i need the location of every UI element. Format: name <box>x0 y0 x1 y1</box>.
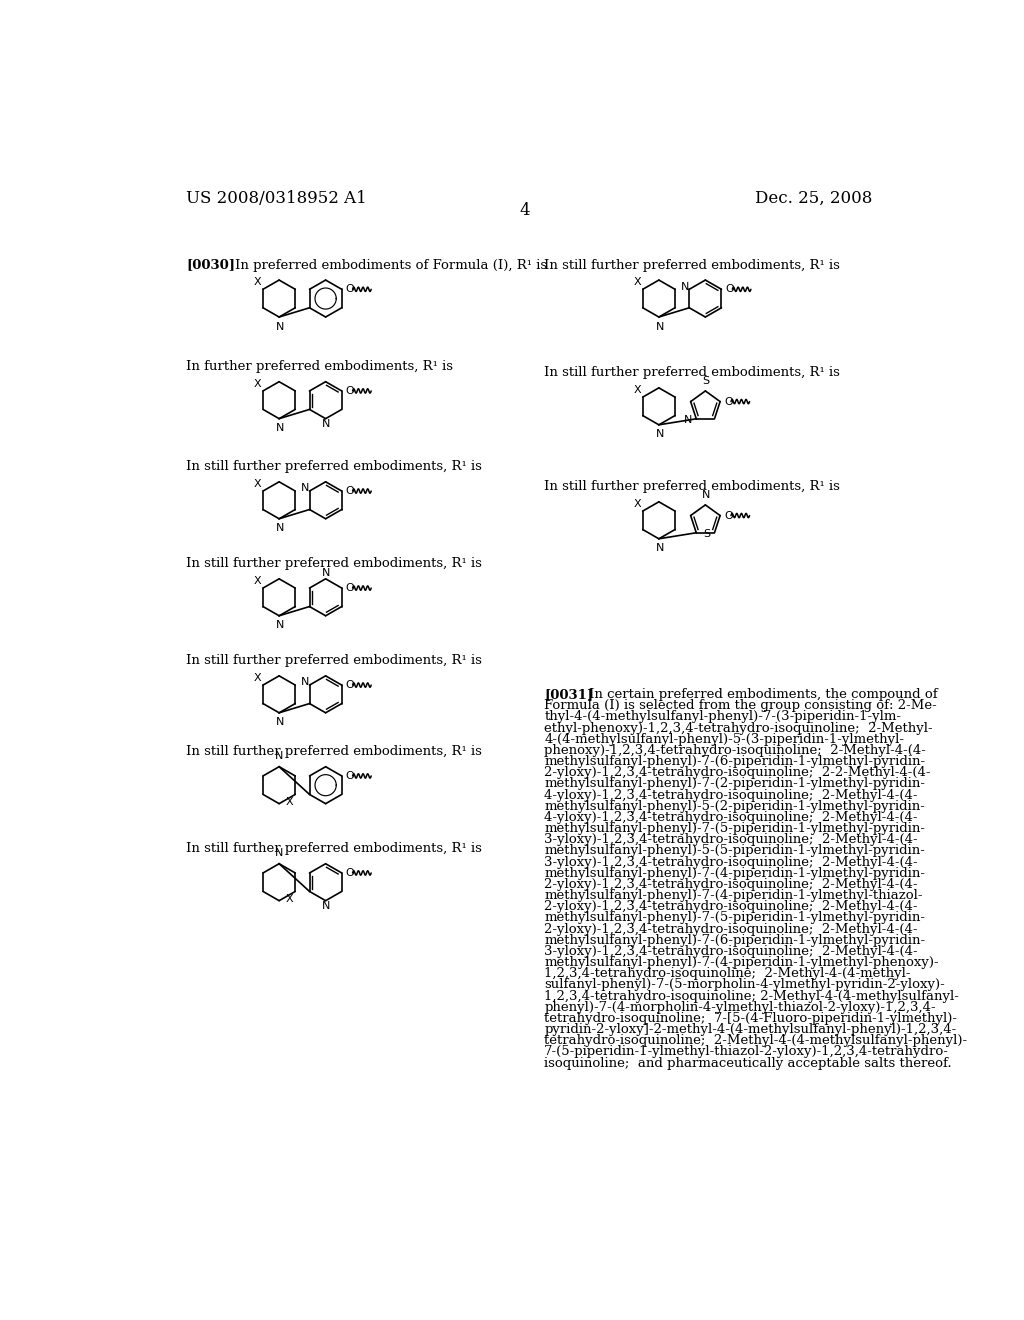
Text: X: X <box>286 797 294 807</box>
Text: methylsulfanyl-phenyl)-5-(5-piperidin-1-ylmethyl-pyridin-: methylsulfanyl-phenyl)-5-(5-piperidin-1-… <box>544 845 925 858</box>
Text: N: N <box>322 902 330 911</box>
Text: In certain preferred embodiments, the compound of: In certain preferred embodiments, the co… <box>589 688 938 701</box>
Text: O: O <box>725 284 734 294</box>
Text: X: X <box>634 499 641 508</box>
Text: pyridin-2-yloxy]-2-methyl-4-(4-methylsulfanyl-phenyl)-1,2,3,4-: pyridin-2-yloxy]-2-methyl-4-(4-methylsul… <box>544 1023 956 1036</box>
Text: O: O <box>346 583 354 593</box>
Text: 3-yloxy)-1,2,3,4-tetrahydro-isoquinoline;  2-Methyl-4-(4-: 3-yloxy)-1,2,3,4-tetrahydro-isoquinoline… <box>544 833 918 846</box>
Text: N: N <box>301 677 309 688</box>
Text: 2-yloxy)-1,2,3,4-tetrahydro-isoquinoline;  2-2-Methyl-4-(4-: 2-yloxy)-1,2,3,4-tetrahydro-isoquinoline… <box>544 767 931 779</box>
Text: N: N <box>322 569 330 578</box>
Text: X: X <box>634 277 641 286</box>
Text: In still further preferred embodiments, R¹ is: In still further preferred embodiments, … <box>544 480 840 494</box>
Text: O: O <box>724 396 733 407</box>
Text: 3-yloxy)-1,2,3,4-tetrahydro-isoquinoline;  2-Methyl-4-(4-: 3-yloxy)-1,2,3,4-tetrahydro-isoquinoline… <box>544 855 918 869</box>
Text: 2-yloxy)-1,2,3,4-tetrahydro-isoquinoline;  2-Methyl-4-(4-: 2-yloxy)-1,2,3,4-tetrahydro-isoquinoline… <box>544 900 918 913</box>
Text: [0031]: [0031] <box>544 688 593 701</box>
Text: methylsulfanyl-phenyl)-7-(6-piperidin-1-ylmethyl-pyridin-: methylsulfanyl-phenyl)-7-(6-piperidin-1-… <box>544 755 926 768</box>
Text: O: O <box>346 385 354 396</box>
Text: 1,2,3,4-tetrahydro-isoquinoline; 2-Methyl-4-(4-methylsulfanyl-: 1,2,3,4-tetrahydro-isoquinoline; 2-Methy… <box>544 990 959 1003</box>
Text: N: N <box>680 281 689 292</box>
Text: Formula (I) is selected from the group consisting of: 2-Me-: Formula (I) is selected from the group c… <box>544 700 937 713</box>
Text: phenoxy)-1,2,3,4-tetrahydro-isoquinoline;  2-Methyl-4-(4-: phenoxy)-1,2,3,4-tetrahydro-isoquinoline… <box>544 744 926 756</box>
Text: In further preferred embodiments, R¹ is: In further preferred embodiments, R¹ is <box>186 360 454 374</box>
Text: X: X <box>254 673 261 682</box>
Text: Dec. 25, 2008: Dec. 25, 2008 <box>755 190 872 207</box>
Text: methylsulfanyl-phenyl)-7-(4-piperidin-1-ylmethyl-pyridin-: methylsulfanyl-phenyl)-7-(4-piperidin-1-… <box>544 867 925 880</box>
Text: In still further preferred embodiments, R¹ is: In still further preferred embodiments, … <box>544 259 840 272</box>
Text: N: N <box>275 524 284 533</box>
Text: ethyl-phenoxy)-1,2,3,4-tetrahydro-isoquinoline;  2-Methyl-: ethyl-phenoxy)-1,2,3,4-tetrahydro-isoqui… <box>544 722 933 735</box>
Text: N: N <box>274 751 284 762</box>
Text: 1,2,3,4-tetrahydro-isoquinoline;  2-Methyl-4-(4-methyl-: 1,2,3,4-tetrahydro-isoquinoline; 2-Methy… <box>544 968 910 981</box>
Text: In still further preferred embodiments, R¹ is: In still further preferred embodiments, … <box>186 557 482 570</box>
Text: N: N <box>655 322 664 331</box>
Text: X: X <box>254 379 261 388</box>
Text: N: N <box>702 490 711 499</box>
Text: 4-yloxy)-1,2,3,4-tetrahydro-isoquinoline;  2-Methyl-4-(4-: 4-yloxy)-1,2,3,4-tetrahydro-isoquinoline… <box>544 788 918 801</box>
Text: tetrahydro-isoquinoline;  7-[5-(4-Fluoro-piperidin-1-ylmethyl)-: tetrahydro-isoquinoline; 7-[5-(4-Fluoro-… <box>544 1012 957 1024</box>
Text: [0030]: [0030] <box>186 259 236 272</box>
Text: methylsulfanyl-phenyl)-7-(5-piperidin-1-ylmethyl-pyridin-: methylsulfanyl-phenyl)-7-(5-piperidin-1-… <box>544 911 925 924</box>
Text: methylsulfanyl-phenyl)-7-(4-piperidin-1-ylmethyl-phenoxy)-: methylsulfanyl-phenyl)-7-(4-piperidin-1-… <box>544 956 939 969</box>
Text: methylsulfanyl-phenyl)-5-(2-piperidin-1-ylmethyl-pyridin-: methylsulfanyl-phenyl)-5-(2-piperidin-1-… <box>544 800 925 813</box>
Text: In still further preferred embodiments, R¹ is: In still further preferred embodiments, … <box>186 842 482 855</box>
Text: thyl-4-(4-methylsulfanyl-phenyl)-7-(3-piperidin-1-ylm-: thyl-4-(4-methylsulfanyl-phenyl)-7-(3-pi… <box>544 710 901 723</box>
Text: X: X <box>254 479 261 488</box>
Text: S: S <box>702 376 710 385</box>
Text: N: N <box>275 718 284 727</box>
Text: O: O <box>346 284 354 294</box>
Text: In still further preferred embodiments, R¹ is: In still further preferred embodiments, … <box>186 744 482 758</box>
Text: S: S <box>703 529 711 540</box>
Text: O: O <box>724 511 733 520</box>
Text: N: N <box>322 418 330 429</box>
Text: In still further preferred embodiments, R¹ is: In still further preferred embodiments, … <box>186 655 482 668</box>
Text: N: N <box>275 620 284 631</box>
Text: N: N <box>655 544 664 553</box>
Text: 7-(5-piperidin-1-ylmethyl-thiazol-2-yloxy)-1,2,3,4-tetrahydro-: 7-(5-piperidin-1-ylmethyl-thiazol-2-ylox… <box>544 1045 949 1059</box>
Text: O: O <box>346 486 354 496</box>
Text: N: N <box>275 322 284 331</box>
Text: isoquinoline;  and pharmaceutically acceptable salts thereof.: isoquinoline; and pharmaceutically accep… <box>544 1056 951 1069</box>
Text: O: O <box>346 869 354 878</box>
Text: US 2008/0318952 A1: US 2008/0318952 A1 <box>186 190 367 207</box>
Text: tetrahydro-isoquinoline;  2-Methyl-4-(4-methylsulfanyl-phenyl)-: tetrahydro-isoquinoline; 2-Methyl-4-(4-m… <box>544 1035 968 1047</box>
Text: O: O <box>346 771 354 781</box>
Text: phenyl)-7-(4-morpholin-4-ylmethyl-thiazol-2-yloxy)-1,2,3,4-: phenyl)-7-(4-morpholin-4-ylmethyl-thiazo… <box>544 1001 936 1014</box>
Text: 4-(4-methylsulfanyl-phenyl)-5-(3-piperidin-1-ylmethyl-: 4-(4-methylsulfanyl-phenyl)-5-(3-piperid… <box>544 733 904 746</box>
Text: In preferred embodiments of Formula (I), R¹ is: In preferred embodiments of Formula (I),… <box>234 259 547 272</box>
Text: O: O <box>346 680 354 690</box>
Text: X: X <box>254 277 261 286</box>
Text: N: N <box>684 416 692 425</box>
Text: sulfanyl-phenyl)-7-(5-morpholin-4-ylmethyl-pyridin-2-yloxy)-: sulfanyl-phenyl)-7-(5-morpholin-4-ylmeth… <box>544 978 945 991</box>
Text: 2-yloxy)-1,2,3,4-tetrahydro-isoquinoline;  2-Methyl-4-(4-: 2-yloxy)-1,2,3,4-tetrahydro-isoquinoline… <box>544 878 918 891</box>
Text: N: N <box>274 849 284 858</box>
Text: 4-yloxy)-1,2,3,4-tetrahydro-isoquinoline;  2-Methyl-4-(4-: 4-yloxy)-1,2,3,4-tetrahydro-isoquinoline… <box>544 810 918 824</box>
Text: N: N <box>275 424 284 433</box>
Text: methylsulfanyl-phenyl)-7-(6-piperidin-1-ylmethyl-pyridin-: methylsulfanyl-phenyl)-7-(6-piperidin-1-… <box>544 933 926 946</box>
Text: 2-yloxy)-1,2,3,4-tetrahydro-isoquinoline;  2-Methyl-4-(4-: 2-yloxy)-1,2,3,4-tetrahydro-isoquinoline… <box>544 923 918 936</box>
Text: methylsulfanyl-phenyl)-7-(4-piperidin-1-ylmethyl-thiazol-: methylsulfanyl-phenyl)-7-(4-piperidin-1-… <box>544 890 923 902</box>
Text: N: N <box>655 429 664 440</box>
Text: methylsulfanyl-phenyl)-7-(5-piperidin-1-ylmethyl-pyridin-: methylsulfanyl-phenyl)-7-(5-piperidin-1-… <box>544 822 925 836</box>
Text: 3-yloxy)-1,2,3,4-tetrahydro-isoquinoline;  2-Methyl-4-(4-: 3-yloxy)-1,2,3,4-tetrahydro-isoquinoline… <box>544 945 918 958</box>
Text: In still further preferred embodiments, R¹ is: In still further preferred embodiments, … <box>544 367 840 379</box>
Text: In still further preferred embodiments, R¹ is: In still further preferred embodiments, … <box>186 461 482 474</box>
Text: N: N <box>301 483 309 494</box>
Text: X: X <box>634 385 641 395</box>
Text: methylsulfanyl-phenyl)-7-(2-piperidin-1-ylmethyl-pyridin-: methylsulfanyl-phenyl)-7-(2-piperidin-1-… <box>544 777 925 791</box>
Text: X: X <box>254 576 261 586</box>
Text: X: X <box>286 894 294 904</box>
Text: 4: 4 <box>519 202 530 219</box>
